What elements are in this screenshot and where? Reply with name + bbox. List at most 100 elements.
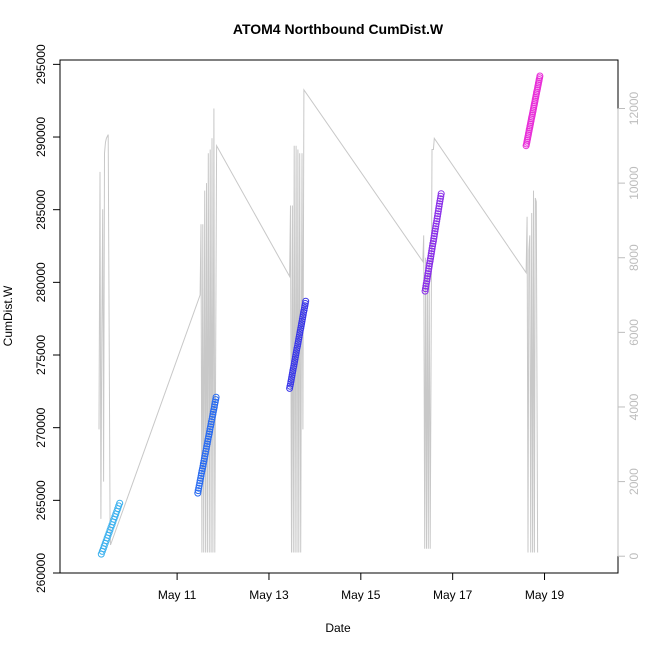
data-point xyxy=(204,435,212,443)
data-point xyxy=(199,462,207,470)
data-point xyxy=(429,242,436,250)
right-tick-label: 4000 xyxy=(627,393,641,420)
data-point xyxy=(430,235,438,243)
data-point xyxy=(209,410,217,418)
data-point xyxy=(202,445,210,453)
right-tick-label: 8000 xyxy=(627,244,641,271)
data-point xyxy=(425,265,433,273)
data-point xyxy=(195,484,203,492)
right-tick-label: 10000 xyxy=(627,166,641,200)
data-point xyxy=(427,252,435,260)
y-tick-label: 265000 xyxy=(34,480,48,520)
data-point xyxy=(429,240,437,248)
data-point xyxy=(435,202,443,210)
x-axis-label: Date xyxy=(325,621,351,635)
data-point xyxy=(437,190,445,198)
y-axis-right: 0 2000 4000 6000 8000 10000 12000 xyxy=(617,91,641,560)
data-point xyxy=(302,297,310,305)
data-point xyxy=(428,247,436,255)
data-point xyxy=(210,403,218,411)
data-point xyxy=(428,245,436,253)
x-axis: May 11 May 13 May 15 May 17 May 19 xyxy=(158,572,565,602)
data-point xyxy=(424,267,432,275)
data-point xyxy=(196,479,204,487)
x-tick-label: May 11 xyxy=(158,588,197,602)
data-point xyxy=(202,447,210,455)
data-point xyxy=(431,227,439,235)
scatter-series-3 xyxy=(286,297,310,392)
data-point xyxy=(212,396,220,404)
data-point xyxy=(422,282,430,290)
right-tick-label: 12000 xyxy=(627,91,641,125)
data-point xyxy=(205,433,213,440)
data-point xyxy=(425,262,433,270)
data-point xyxy=(210,406,218,413)
x-tick-label: May 17 xyxy=(433,588,473,602)
data-point xyxy=(116,499,124,507)
x-tick-label: May 15 xyxy=(341,588,381,602)
gray-line-series xyxy=(98,88,539,553)
scatter-series-2 xyxy=(194,393,220,497)
data-point xyxy=(422,280,430,288)
data-point xyxy=(426,260,434,268)
data-point xyxy=(427,255,434,263)
data-point xyxy=(207,420,215,428)
data-point xyxy=(421,287,429,295)
data-point xyxy=(430,232,438,240)
data-point xyxy=(536,72,544,80)
data-point xyxy=(207,423,214,431)
data-point xyxy=(434,212,441,220)
data-point xyxy=(431,225,439,233)
data-point xyxy=(423,277,431,285)
data-point xyxy=(203,440,211,448)
data-point xyxy=(427,250,435,258)
data-point xyxy=(423,275,431,283)
data-point xyxy=(211,398,219,406)
data-point xyxy=(432,220,440,228)
data-point xyxy=(432,222,440,230)
data-point xyxy=(437,192,445,200)
points-layer xyxy=(97,72,544,558)
data-point xyxy=(436,200,443,208)
data-point xyxy=(435,205,443,213)
right-tick-label: 2000 xyxy=(627,468,641,495)
data-point xyxy=(424,270,432,278)
data-point xyxy=(206,428,214,436)
y-tick-label: 270000 xyxy=(34,407,48,447)
data-point xyxy=(200,457,208,465)
data-point xyxy=(434,207,442,215)
y-tick-label: 285000 xyxy=(34,189,48,229)
data-point xyxy=(429,237,437,245)
data-point xyxy=(199,460,207,468)
chart-title: ATOM4 Northbound CumDist.W xyxy=(233,21,444,37)
data-point xyxy=(431,230,439,238)
y-tick-label: 290000 xyxy=(34,117,48,157)
data-point xyxy=(436,195,444,203)
scatter-series-5 xyxy=(522,72,544,150)
data-point xyxy=(204,437,212,445)
y-axis-left: 260000 265000 270000 275000 280000 285000 2900… xyxy=(34,44,61,593)
y-tick-label: 280000 xyxy=(34,262,48,302)
y-tick-label: 295000 xyxy=(34,44,48,84)
data-point xyxy=(436,197,444,205)
data-point xyxy=(199,465,206,472)
scatter-series-1 xyxy=(97,499,124,558)
data-point xyxy=(200,455,208,463)
x-tick-label: May 19 xyxy=(525,588,565,602)
y-tick-label: 275000 xyxy=(34,335,48,375)
data-point xyxy=(194,489,202,497)
data-point xyxy=(424,272,432,280)
data-point xyxy=(195,482,203,490)
scatter-series-4 xyxy=(421,190,445,295)
y-axis-label: CumDist.W xyxy=(1,285,15,346)
right-tick-label: 6000 xyxy=(627,319,641,346)
data-point xyxy=(212,393,220,401)
data-point xyxy=(198,469,205,477)
data-point xyxy=(434,210,442,218)
right-tick-label: 0 xyxy=(627,553,641,560)
x-tick-label: May 13 xyxy=(249,588,289,602)
data-point xyxy=(201,452,209,460)
line-series-layer xyxy=(98,88,539,553)
